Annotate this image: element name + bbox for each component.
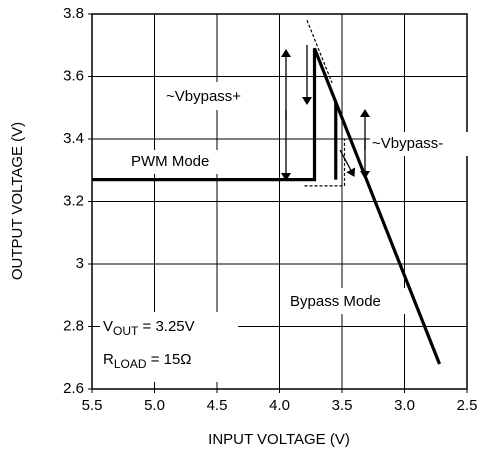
y-tick-label: 3.6 (63, 67, 84, 84)
y-tick-label: 3.4 (63, 130, 84, 147)
x-tick-label: 3.0 (394, 397, 415, 414)
annotation: VOUT = 3.25V (103, 318, 195, 338)
x-tick-label: 5.0 (144, 397, 165, 414)
annotation: ~Vbypass- (372, 135, 443, 152)
arrow (339, 149, 356, 177)
y-tick-label: 3 (76, 255, 84, 272)
dashed-line (306, 20, 333, 83)
annotation-part: = 3.25V (138, 318, 194, 335)
dashed-line (304, 139, 346, 187)
annotation-sub: LOAD (114, 357, 147, 371)
x-tick-label: 2.5 (457, 397, 478, 414)
label-bg (286, 288, 408, 314)
annotation-part: R (103, 351, 114, 368)
annotation-part: = 15Ω (147, 351, 192, 368)
y-tick-label: 2.6 (63, 380, 84, 397)
annotation-sub: OUT (113, 324, 139, 338)
plot-frame (91, 13, 468, 390)
y-tick-label: 3.8 (63, 5, 84, 22)
label-bg (100, 312, 238, 382)
annotation: RLOAD = 15Ω (103, 351, 192, 371)
y-tick-label: 2.8 (63, 317, 84, 334)
annotation: PWM Mode (131, 153, 209, 170)
y-axis-label: OUTPUT VOLTAGE (V) (9, 122, 26, 280)
label-bg (128, 150, 240, 174)
y-tick-label: 3.2 (63, 192, 84, 209)
x-axis-label: INPUT VOLTAGE (V) (208, 431, 350, 448)
series (92, 20, 441, 365)
annotation: Bypass Mode (290, 293, 381, 310)
x-tick-label: 3.5 (332, 397, 353, 414)
line (92, 47, 441, 365)
annotation: ~Vbypass+ (166, 88, 241, 105)
x-tick-label: 4.0 (269, 397, 290, 414)
label-bg (370, 132, 468, 156)
x-tick-label: 5.5 (82, 397, 103, 414)
annotation-part: V (103, 318, 113, 335)
label-bg (162, 82, 272, 110)
x-tick-label: 4.5 (207, 397, 228, 414)
